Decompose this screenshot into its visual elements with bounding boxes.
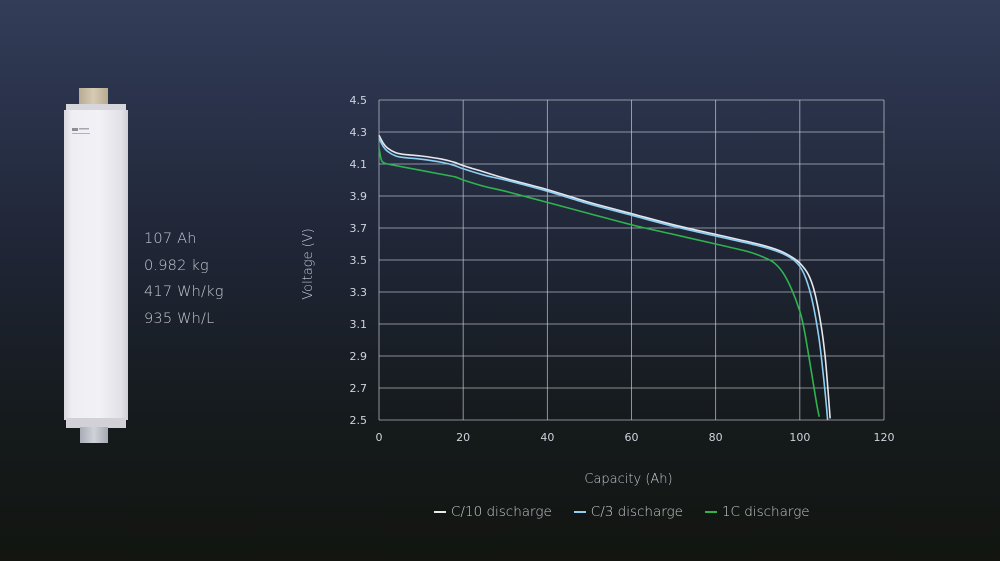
x-tick-label: 20 [456,431,470,444]
series-line-c1 [378,147,820,417]
x-tick-label: 80 [709,431,723,444]
legend-swatch-c10 [434,511,446,513]
legend-label-c10: C/10 discharge [451,504,552,520]
x-tick-label: 120 [874,431,895,444]
legend-label-1c: 1C discharge [721,504,810,520]
cell-specs: 107 Ah 0.982 kg 417 Wh/kg 935 Wh/L [144,229,224,335]
y-tick-label: 4.5 [350,94,368,107]
y-tick-label: 3.7 [350,222,368,235]
series-line-c10 [378,134,831,419]
bottom-tab [80,427,108,443]
y-tick-label: 2.9 [350,350,368,363]
discharge-chart: 0 20 40 60 80 100 120 2.5 2.7 2.9 3.1 3.3 3.5 3.7 3.9 4… [290,86,910,536]
y-axis-title: Voltage (V) [301,228,316,299]
tick-labels: 0 20 40 60 80 100 120 2.5 2.7 2.9 3.1 3.3 3.5 3.7 3.9 4… [350,94,895,444]
legend-label-c3: C/3 discharge [590,504,683,520]
y-tick-label: 3.1 [350,318,368,331]
legend-swatch-c3 [573,511,586,513]
top-tab [79,88,108,106]
y-tick-label: 2.7 [350,382,368,395]
spec-volumetric-energy: 935 Wh/L [144,310,215,327]
legend-item-c10: C/10 discharge [434,504,552,520]
y-tick-label: 3.5 [350,254,368,267]
x-axis-title: Capacity (Ah) [584,472,672,487]
y-tick-label: 4.1 [350,158,368,171]
spec-mass: 0.982 kg [144,257,209,274]
x-tick-label: 0 [376,431,383,444]
y-tick-label: 2.5 [350,414,368,427]
series-lines [378,134,831,421]
series-line-c3 [378,138,829,421]
x-tick-label: 40 [540,431,554,444]
cell-body [64,110,128,420]
x-tick-label: 60 [625,431,639,444]
battery-cell-image [60,84,140,448]
grid [378,99,885,421]
y-tick-label: 4.3 [350,126,368,139]
y-tick-label: 3.9 [350,190,368,203]
legend-item-c3: C/3 discharge [573,504,683,520]
spec-capacity: 107 Ah [144,231,197,247]
x-tick-label: 100 [789,431,810,444]
chart-legend: C/10 discharge C/3 discharge 1C discharg… [434,504,810,520]
spec-gravimetric-energy: 417 Wh/kg [144,284,224,300]
y-tick-label: 3.3 [350,286,368,299]
legend-swatch-1c [704,511,717,513]
legend-item-1c: 1C discharge [704,504,810,520]
chart-svg: 0 20 40 60 80 100 120 2.5 2.7 2.9 3.1 3.3 3.5 3.7 3.9 4… [301,94,895,487]
